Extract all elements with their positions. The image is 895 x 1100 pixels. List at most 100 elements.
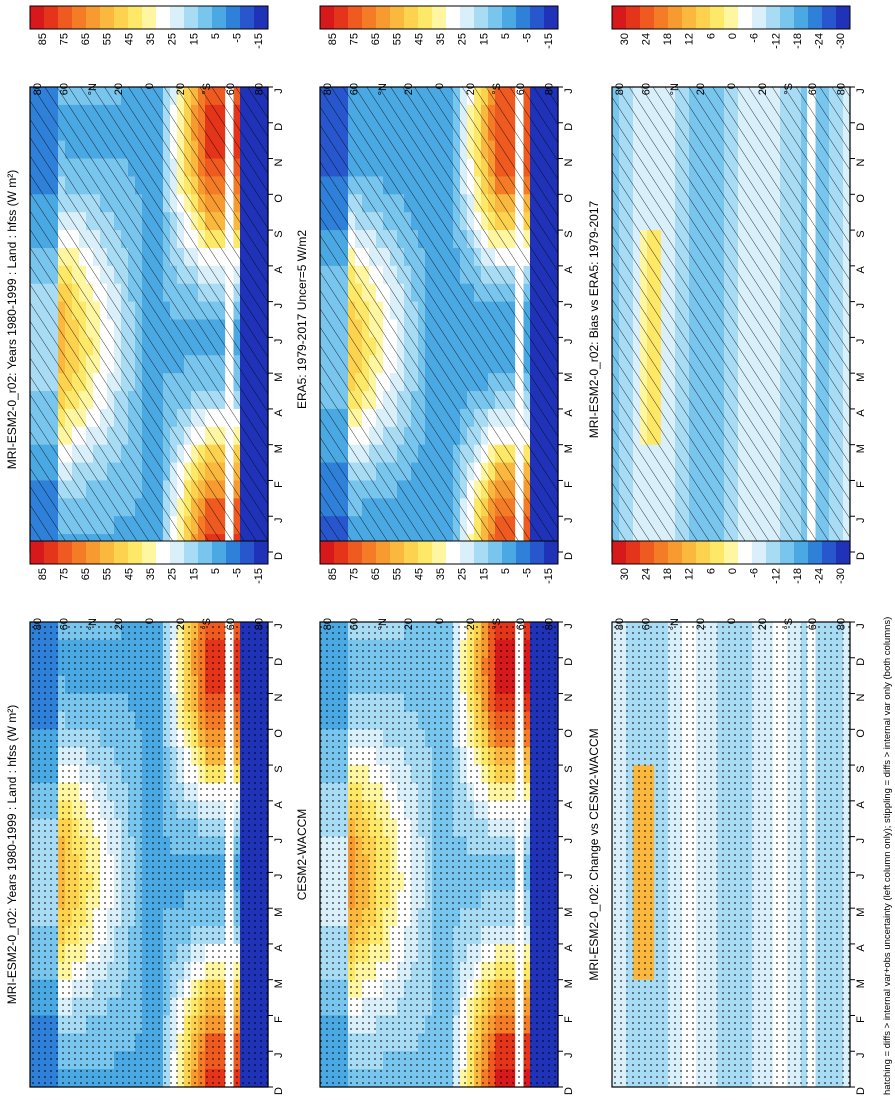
month-label: J — [563, 88, 575, 94]
panel-1: MRI-ESM2-0_r02: Years 1980-1999 : Land :… — [5, 5, 285, 560]
panel-6: MRI-ESM2-0_r02: Change vs CESM2-WACCMDJF… — [587, 540, 867, 1095]
colorbar-swatch — [808, 6, 823, 29]
colorbar-swatch — [404, 541, 419, 564]
month-label: F — [563, 1016, 575, 1023]
month-label: J — [273, 838, 285, 844]
month-label: A — [855, 409, 867, 417]
colorbar-label: 55 — [392, 568, 404, 580]
month-label: A — [563, 801, 575, 809]
month-label: M — [563, 908, 575, 917]
month-label: J — [273, 1052, 285, 1058]
lat-axis-label-south: °S — [783, 83, 795, 95]
month-label: J — [563, 1052, 575, 1058]
colorbar-label: -5 — [232, 33, 244, 43]
colorbar-swatch — [766, 6, 781, 29]
colorbar-swatch — [668, 6, 683, 29]
lat-tick-label: 60 — [348, 83, 360, 95]
month-label: S — [273, 230, 285, 237]
colorbar-swatch — [794, 6, 809, 29]
lat-tick-label: 20 — [695, 83, 707, 95]
month-label: S — [563, 230, 575, 237]
colorbar-swatch — [516, 6, 531, 29]
month-label: M — [563, 373, 575, 382]
stipple-overlay — [30, 622, 268, 1087]
colorbar-swatch — [418, 541, 433, 564]
hatch-overlay — [612, 87, 850, 552]
colorbar-swatch — [170, 541, 185, 564]
hatch-overlay — [320, 87, 558, 552]
colorbar-swatch — [432, 541, 447, 564]
colorbar-label: 25 — [167, 33, 179, 45]
month-label: A — [273, 801, 285, 809]
colorbar-swatch — [86, 541, 101, 564]
colorbar-label: 85 — [327, 568, 339, 580]
colorbar-swatch — [376, 6, 391, 29]
colorbar-swatch — [30, 6, 45, 29]
lat-tick-label: 0 — [726, 83, 738, 89]
colorbar-label: -5 — [522, 568, 534, 578]
colorbar-label: 85 — [37, 568, 49, 580]
colorbar-swatch — [640, 6, 655, 29]
month-label: J — [273, 303, 285, 309]
colorbar-label: 45 — [413, 33, 425, 45]
month-label: J — [855, 339, 867, 345]
lat-tick-label: 80 — [543, 83, 555, 95]
lat-tick-label: 60 — [640, 83, 652, 95]
colorbar-label: -6 — [749, 33, 761, 43]
lat-tick-label: 80 — [835, 83, 847, 95]
month-label: N — [855, 159, 867, 167]
colorbar-label: -15 — [543, 568, 555, 584]
colorbar-label: 35 — [435, 33, 447, 45]
colorbar-label: 75 — [58, 568, 70, 580]
lat-tick-label: 20 — [175, 83, 187, 95]
colorbar-label: 35 — [145, 33, 157, 45]
lat-axis-label-north: °N — [669, 83, 681, 95]
colorbar: 85 75 65 55 45 35 25 15 5 -5 -15 — [319, 5, 559, 49]
colorbar-swatch — [654, 6, 669, 29]
colorbar-label: -18 — [792, 33, 804, 49]
colorbar: 30 24 18 12 6 0 -6 -12 -18 -24 -30 — [611, 5, 851, 49]
colorbar-label: -24 — [814, 33, 826, 49]
colorbar-swatch — [156, 541, 171, 564]
colorbar-label: 0 — [727, 33, 739, 39]
colorbar-label: 25 — [457, 568, 469, 580]
month-label: J — [273, 517, 285, 523]
panel-5: MRI-ESM2-0_r02: Bias vs ERA5: 1979-2017D… — [587, 5, 867, 560]
lat-tick-label: 20 — [113, 83, 125, 95]
colorbar-swatch — [320, 6, 335, 29]
colorbar-swatch — [58, 541, 73, 564]
lat-tick-label: 80 — [253, 83, 265, 95]
month-label: A — [273, 409, 285, 417]
colorbar-swatch — [212, 541, 227, 564]
colorbar-swatch — [724, 6, 739, 29]
month-label: J — [273, 623, 285, 629]
colorbar-swatch — [626, 6, 641, 29]
colorbar-swatch — [240, 6, 255, 29]
lat-axis-label-south: °S — [491, 618, 503, 630]
panel-title: CESM2-WACCM — [295, 809, 309, 901]
colorbar-swatch — [128, 6, 143, 29]
month-label: M — [855, 444, 867, 453]
month-label: D — [273, 123, 285, 131]
month-label: J — [855, 88, 867, 94]
colorbar-swatch — [376, 541, 391, 564]
lat-tick-label: 80 — [32, 618, 44, 630]
colorbar-label: 75 — [348, 568, 360, 580]
colorbar-label: 35 — [145, 568, 157, 580]
colorbar-label: 65 — [370, 33, 382, 45]
colorbar-swatch — [446, 6, 461, 29]
lat-tick-label: 20 — [113, 618, 125, 630]
colorbar-swatch — [460, 541, 475, 564]
colorbar-label: -15 — [253, 33, 265, 49]
colorbar-label: 24 — [640, 33, 652, 45]
colorbar-label: 45 — [123, 33, 135, 45]
month-label: A — [273, 266, 285, 274]
colorbar-swatch — [226, 6, 241, 29]
month-label: O — [273, 729, 285, 738]
colorbar: 85 75 65 55 45 35 25 15 5 -5 -15 — [29, 540, 269, 584]
lat-tick-label: 80 — [32, 83, 44, 95]
month-label: D — [563, 552, 575, 560]
colorbar-swatch — [30, 541, 45, 564]
lat-tick-label: 60 — [225, 618, 237, 630]
